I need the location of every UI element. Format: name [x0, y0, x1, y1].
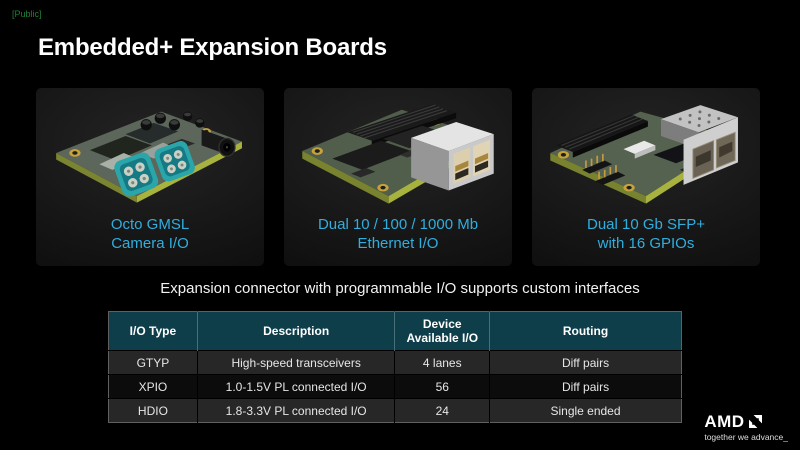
cell-available-io: 24: [394, 398, 490, 423]
panel-caption-gmsl: Octo GMSL Camera I/O: [111, 215, 189, 253]
cell-io-type: GTYP: [108, 350, 198, 375]
cell-routing: Single ended: [489, 398, 682, 423]
amd-arrow-icon: [748, 415, 762, 428]
caption-line: Octo GMSL: [110, 216, 190, 233]
amd-tagline: together we advance_: [704, 432, 788, 442]
ethernet-board-image: [292, 91, 504, 213]
col-header-device-available-io: Device Available I/O: [394, 311, 490, 351]
panel-octo-gmsl: Octo GMSL Camera I/O: [36, 88, 264, 266]
col-header-io-type: I/O Type: [108, 311, 198, 351]
cell-description: 1.8-3.3V PL connected I/O: [196, 398, 395, 423]
caption-line: Ethernet I/O: [357, 235, 439, 252]
expansion-caption: Expansion connector with programmable I/…: [160, 280, 640, 297]
caption-line: with 16 GPIOs: [597, 235, 695, 252]
cell-routing: Diff pairs: [489, 374, 682, 399]
board-panels: Octo GMSL Camera I/O: [36, 88, 760, 266]
amd-wordmark: AMD: [704, 412, 745, 431]
cell-routing: Diff pairs: [489, 350, 682, 375]
page-title: Embedded+ Expansion Boards: [38, 34, 387, 61]
cell-available-io: 4 lanes: [394, 350, 490, 375]
caption-line: Camera I/O: [111, 235, 189, 252]
table-row-hdio: HDIO 1.8-3.3V PL connected I/O 24 Single…: [108, 398, 682, 423]
amd-logo-lockup: AMD: [704, 413, 788, 430]
public-classification-label: [Public]: [12, 9, 42, 19]
gmsl-board-image: [44, 91, 256, 213]
panel-dual-ethernet: Dual 10 / 100 / 1000 Mb Ethernet I/O: [284, 88, 512, 266]
panel-caption-sfp: Dual 10 Gb SFP+ with 16 GPIOs: [587, 215, 705, 253]
col-header-description: Description: [196, 311, 395, 351]
cell-io-type: XPIO: [108, 374, 198, 399]
panel-caption-ethernet: Dual 10 / 100 / 1000 Mb Ethernet I/O: [318, 215, 478, 253]
col-header-routing: Routing: [489, 311, 682, 351]
caption-line: Dual 10 Gb SFP+: [587, 216, 705, 233]
table-row-xpio: XPIO 1.0-1.5V PL connected I/O 56 Diff p…: [108, 374, 682, 399]
panel-dual-sfp: Dual 10 Gb SFP+ with 16 GPIOs: [532, 88, 760, 266]
cell-description: High-speed transceivers: [196, 350, 395, 375]
table-header-row: I/O Type Description Device Available I/…: [108, 311, 682, 351]
cell-io-type: HDIO: [108, 398, 198, 423]
table-row-gtyp: GTYP High-speed transceivers 4 lanes Dif…: [108, 350, 682, 375]
cell-available-io: 56: [394, 374, 490, 399]
io-table: I/O Type Description Device Available I/…: [108, 311, 682, 423]
sfp-board-image: [540, 91, 752, 213]
cell-description: 1.0-1.5V PL connected I/O: [196, 374, 395, 399]
caption-line: Dual 10 / 100 / 1000 Mb: [317, 216, 479, 233]
amd-logo: AMD together we advance_: [704, 413, 788, 442]
